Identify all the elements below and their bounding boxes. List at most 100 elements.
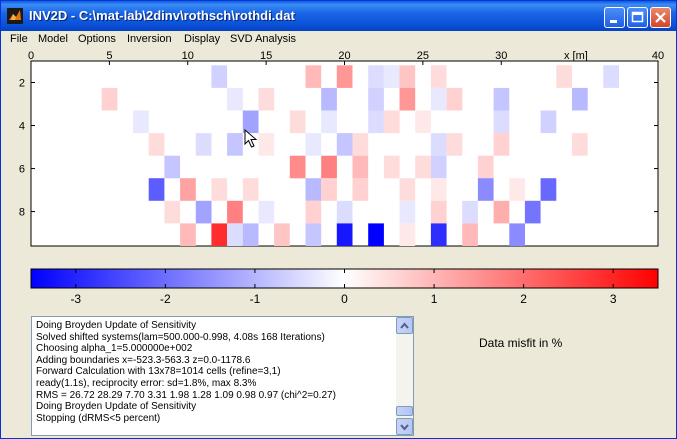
title-bar[interactable]: INV2D - C:\mat-lab\2dinv\rothsch\rothdi.… — [1, 1, 676, 31]
y-axis: 2 4 6 8 — [19, 78, 658, 219]
model-cell — [368, 110, 384, 134]
model-cell — [352, 133, 369, 156]
model-cell — [368, 223, 384, 246]
log-line: Forward Calculation with 13x78=1014 cell… — [36, 366, 281, 378]
model-cell — [227, 87, 243, 111]
x-tick-label: 30 — [495, 50, 507, 62]
model-cell — [321, 110, 337, 134]
model-cell — [305, 133, 322, 156]
colorbar: -3 -2 -1 0 1 2 3 — [30, 268, 659, 306]
colorbar-tick-label: -1 — [250, 292, 261, 306]
close-icon — [655, 12, 666, 23]
menu-inversion[interactable]: Inversion — [127, 33, 172, 45]
log-line: ready(1.1s), reciprocity error: sd=1.8%,… — [36, 377, 257, 389]
colorbar-tick-label: 3 — [610, 292, 617, 306]
menu-file[interactable]: File — [10, 33, 28, 45]
model-cell — [383, 155, 400, 179]
model-cell — [399, 87, 416, 111]
log-line: Doing Broyden Update of Sensitivity — [36, 320, 197, 331]
model-cell — [305, 200, 322, 224]
model-cell — [509, 178, 525, 201]
scroll-up-button[interactable] — [396, 317, 413, 334]
window-title: INV2D - C:\mat-lab\2dinv\rothsch\rothdi.… — [29, 8, 295, 23]
cell-layer — [101, 65, 619, 246]
model-cell — [305, 178, 322, 201]
model-cell — [446, 87, 463, 111]
x-tick-label: 10 — [182, 50, 194, 62]
model-cell — [180, 223, 196, 246]
misfit-section-plot[interactable]: 0 5 10 15 20 25 30 40 2 4 6 8 x [m] — [1, 48, 676, 268]
model-cell — [242, 223, 259, 246]
model-cell — [133, 110, 149, 134]
model-cell — [430, 178, 447, 201]
log-line: Adding boundaries x=-523.3-563.3 z=0.0-1… — [36, 354, 251, 366]
x-axis-unit-label: x [m] — [564, 50, 588, 62]
model-cell — [180, 178, 196, 201]
model-cell — [148, 178, 165, 201]
menu-options[interactable]: Options — [78, 33, 116, 45]
mouse-cursor-icon — [244, 129, 258, 148]
minimize-button[interactable] — [604, 7, 625, 28]
x-tick-label: 5 — [106, 50, 112, 62]
menu-display[interactable]: Display — [184, 33, 221, 45]
x-tick-label: 0 — [28, 50, 34, 62]
model-cell — [305, 65, 322, 88]
model-cell — [430, 133, 447, 156]
model-cell — [336, 200, 353, 224]
model-cell — [493, 110, 510, 134]
model-cell — [493, 87, 510, 111]
model-cell — [446, 133, 463, 156]
model-cell — [368, 65, 384, 88]
model-cell — [336, 65, 353, 88]
model-cell — [258, 87, 275, 111]
scroll-thumb[interactable] — [396, 406, 413, 416]
maximize-icon — [631, 11, 644, 23]
arrow-down-icon — [400, 424, 409, 431]
model-cell — [383, 110, 400, 134]
colorbar-tick-label: 1 — [431, 292, 438, 306]
model-cell — [430, 155, 447, 179]
model-cell — [415, 155, 431, 179]
arrow-up-icon — [400, 322, 409, 329]
model-cell — [415, 110, 431, 134]
log-lines: Doing Broyden Update of Sensitivity Solve… — [36, 320, 396, 424]
model-cell — [368, 87, 384, 111]
model-cell — [336, 133, 353, 156]
model-cell — [336, 223, 353, 246]
matlab-icon[interactable] — [7, 8, 23, 24]
close-button[interactable] — [650, 7, 671, 28]
scroll-down-button[interactable] — [396, 418, 413, 435]
maximize-button[interactable] — [627, 7, 648, 28]
x-tick-label: 15 — [260, 50, 272, 62]
model-cell — [289, 110, 306, 134]
model-cell — [556, 65, 572, 88]
model-cell — [227, 133, 243, 156]
log-scrollbar[interactable] — [396, 317, 413, 435]
log-line: Solved shifted systems(lam=500.000-0.998… — [36, 331, 325, 343]
colorbar-tick-label: -2 — [160, 292, 171, 306]
colorbar-tick-label: -3 — [70, 292, 81, 306]
log-console[interactable]: Doing Broyden Update of Sensitivity Solve… — [31, 316, 414, 436]
y-tick-label: 8 — [19, 207, 25, 219]
x-axis: 0 5 10 15 20 25 30 40 — [28, 50, 664, 65]
menu-model[interactable]: Model — [38, 33, 68, 45]
model-cell — [164, 200, 181, 224]
model-cell — [321, 178, 337, 201]
model-cell — [493, 133, 510, 156]
menu-svd-analysis[interactable]: SVD Analysis — [230, 33, 297, 45]
model-cell — [321, 155, 337, 179]
model-cell — [148, 133, 165, 156]
model-cell — [352, 178, 369, 201]
model-cell — [524, 200, 541, 224]
minimize-icon — [610, 20, 617, 23]
model-cell — [430, 200, 447, 224]
model-cell — [321, 87, 337, 111]
menu-bar: File Model Options Inversion Display SVD… — [1, 31, 676, 48]
model-cell — [164, 155, 181, 179]
x-tick-label: 20 — [338, 50, 350, 62]
colorbar-tick-label: 0 — [341, 292, 348, 306]
model-cell — [430, 87, 447, 111]
model-cell — [430, 65, 447, 88]
model-cell — [352, 155, 369, 179]
